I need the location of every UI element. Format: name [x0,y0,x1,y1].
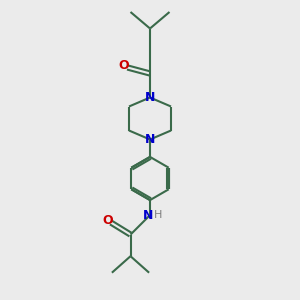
Text: N: N [145,91,155,104]
Text: N: N [142,208,153,222]
Text: N: N [145,133,155,146]
Text: H: H [154,210,163,220]
Text: O: O [103,214,113,227]
Text: O: O [118,58,129,72]
